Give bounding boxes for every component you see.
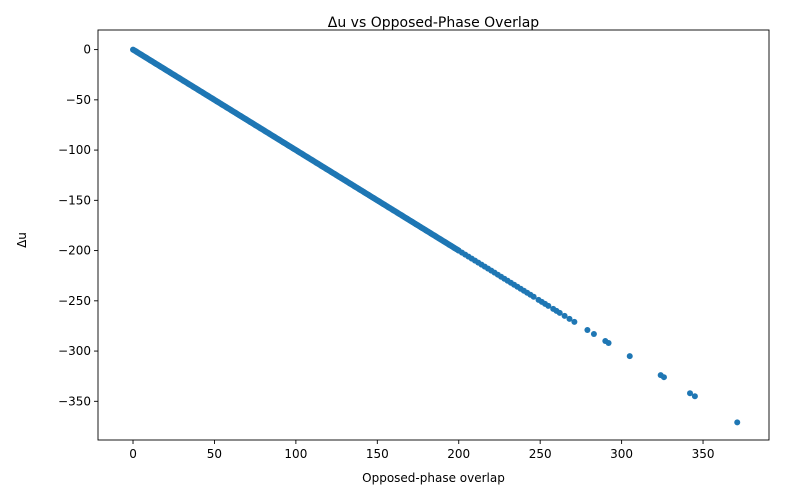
x-tick-label: 300	[610, 447, 633, 461]
y-tick-label: −300	[58, 344, 91, 358]
y-axis: 0 −50 −100 −150 −200 −250 −300 −350	[58, 43, 98, 408]
data-point	[530, 293, 537, 300]
data-point	[691, 393, 698, 400]
x-tick-label: 50	[207, 447, 222, 461]
data-point	[545, 302, 552, 309]
data-point	[556, 309, 563, 316]
y-tick-label: −50	[66, 93, 91, 107]
scatter-points	[130, 46, 741, 426]
data-point	[571, 318, 578, 325]
data-point	[584, 326, 591, 333]
data-point	[605, 340, 612, 347]
y-tick-label: 0	[83, 43, 91, 57]
data-point	[590, 330, 597, 337]
y-tick-label: −200	[58, 244, 91, 258]
x-tick-label: 0	[129, 447, 137, 461]
x-tick-label: 100	[284, 447, 307, 461]
x-tick-label: 250	[529, 447, 552, 461]
x-tick-label: 350	[692, 447, 715, 461]
x-tick-label: 150	[366, 447, 389, 461]
y-tick-label: −150	[58, 193, 91, 207]
y-axis-label: Δu	[15, 232, 29, 248]
plot-frame	[97, 29, 770, 441]
y-tick-label: −350	[58, 394, 91, 408]
y-tick-label: −250	[58, 294, 91, 308]
y-tick-label: −100	[58, 143, 91, 157]
data-point	[687, 390, 694, 397]
x-axis: 0 50 100 150 200 250 300 350	[129, 440, 714, 461]
data-point	[660, 374, 667, 381]
data-point	[626, 353, 633, 360]
data-point	[734, 419, 741, 426]
chart-title: Δu vs Opposed-Phase Overlap	[328, 15, 540, 31]
x-axis-label: Opposed-phase overlap	[362, 471, 505, 485]
data-point	[561, 312, 568, 319]
data-point	[566, 315, 573, 322]
x-tick-label: 200	[447, 447, 470, 461]
